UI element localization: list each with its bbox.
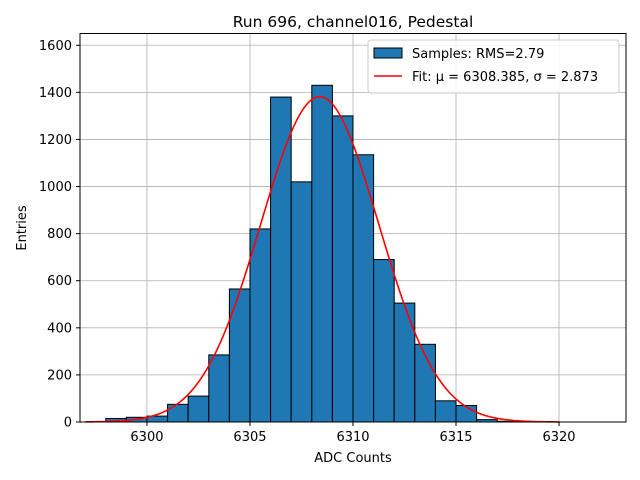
y-tick-label: 600 xyxy=(47,274,72,289)
x-tick-label: 6300 xyxy=(130,430,163,445)
x-tick-label: 6310 xyxy=(336,430,369,445)
x-tick-label: 6320 xyxy=(542,430,575,445)
x-tick-label: 6315 xyxy=(439,430,472,445)
x-axis-ticks: 6300 6305 6310 6315 6320 xyxy=(130,422,576,445)
histogram-bar xyxy=(270,96,292,423)
histogram-bar xyxy=(455,405,478,423)
histogram-bar xyxy=(290,181,313,423)
y-tick-label: 400 xyxy=(47,321,72,336)
legend-box xyxy=(367,39,620,94)
y-tick-label: 200 xyxy=(47,368,72,383)
histogram-bar xyxy=(434,400,457,423)
histogram-bar xyxy=(208,354,230,423)
chart-title: Run 696, channel016, Pedestal xyxy=(233,13,474,31)
y-axis-label: Entries xyxy=(15,205,30,251)
y-tick-label: 1200 xyxy=(39,133,72,148)
x-tick-label: 6305 xyxy=(233,430,266,445)
histogram-bar xyxy=(373,259,395,423)
y-axis-ticks: 0 200 400 600 800 1000 1200 1400 1600 xyxy=(39,39,80,431)
y-tick-label: 1400 xyxy=(39,86,72,101)
histogram-bar xyxy=(311,84,333,423)
legend-histogram-swatch xyxy=(373,47,403,59)
fit-curve xyxy=(85,95,560,423)
fit-curve-layer xyxy=(85,95,560,423)
legend-label-samples: Samples: RMS=2.79 xyxy=(412,47,544,62)
histogram-bar xyxy=(167,403,189,423)
legend-label-fit: Fit: μ = 6308.385, σ = 2.873 xyxy=(412,70,598,85)
histogram-bars xyxy=(105,84,519,423)
x-axis-label: ADC Counts xyxy=(314,451,392,466)
y-tick-label: 1000 xyxy=(39,180,72,195)
y-tick-label: 0 xyxy=(64,416,72,431)
y-tick-label: 800 xyxy=(47,227,72,242)
histogram-bar xyxy=(228,288,251,423)
histogram-bar xyxy=(393,302,416,423)
histogram-bar xyxy=(249,228,272,423)
y-tick-label: 1600 xyxy=(39,39,72,54)
legend: Samples: RMS=2.79 Fit: μ = 6308.385, σ =… xyxy=(367,39,620,94)
histogram-bar xyxy=(331,115,354,423)
histogram-bar xyxy=(187,395,210,423)
